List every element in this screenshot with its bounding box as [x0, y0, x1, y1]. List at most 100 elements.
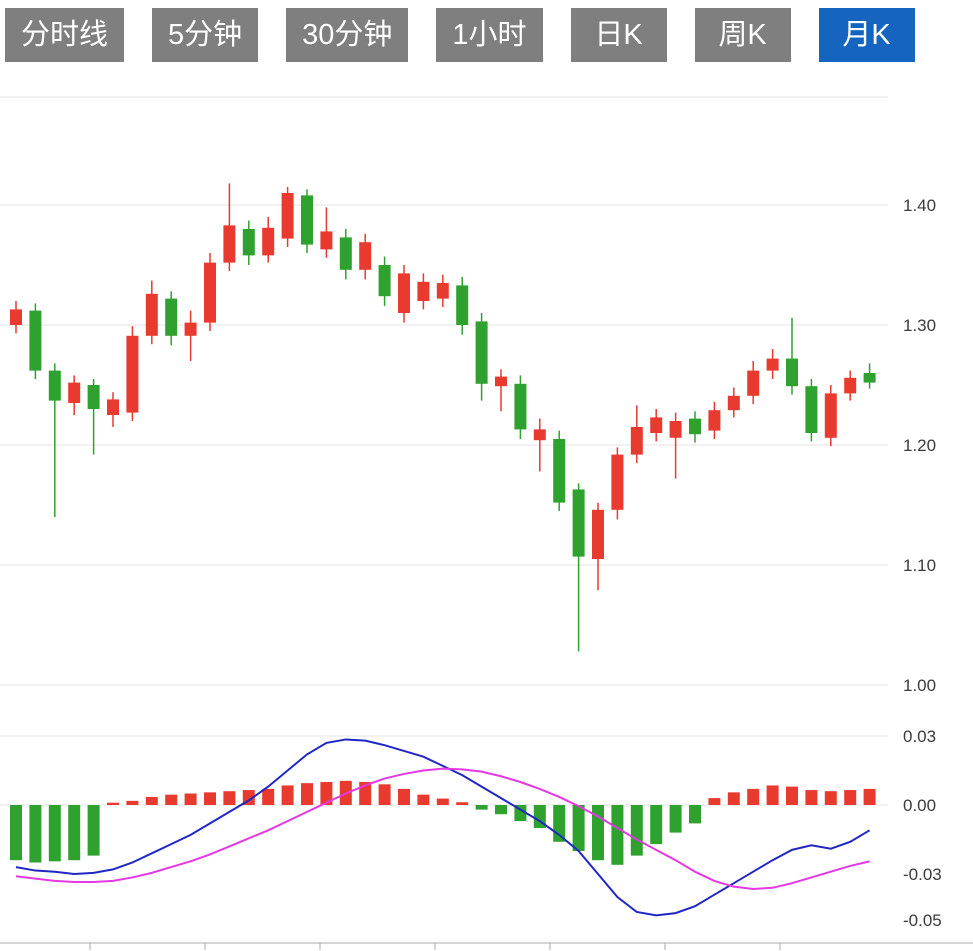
timeframe-tabbar: 分时线 5分钟 30分钟 1小时 日K 周K 月K [0, 0, 973, 70]
candle-body [126, 335, 139, 413]
macd-histogram-bar [165, 794, 178, 805]
tab-timeline[interactable]: 分时线 [5, 8, 125, 62]
candle-body [107, 399, 119, 415]
macd-histogram-bar [184, 793, 197, 805]
candle-body [242, 229, 255, 256]
tab-30min[interactable]: 30分钟 [286, 8, 409, 62]
candle-body [29, 310, 42, 371]
macd-histogram-bar [824, 791, 837, 805]
candle-body [630, 427, 643, 455]
dea-line [15, 767, 870, 890]
macd-histogram-bar [805, 790, 818, 805]
candle-body [378, 265, 391, 297]
macd-histogram-bar [456, 802, 469, 805]
candle-body [708, 410, 721, 431]
candle-body [766, 358, 779, 371]
candle-body [87, 385, 100, 409]
candle-body [553, 439, 566, 503]
candle-body [320, 231, 333, 250]
macd-histogram-bar [145, 796, 158, 805]
price-axis-label: 1.20 [903, 436, 936, 455]
candle-body [786, 358, 798, 387]
candle-body [689, 418, 701, 435]
candle-body [824, 393, 837, 438]
candle-body [456, 285, 469, 325]
candle-body [514, 383, 527, 430]
macd-histogram-bar [630, 805, 643, 856]
price-axis-label: 1.10 [903, 556, 936, 575]
macd-axis-label: 0.03 [903, 727, 936, 746]
candle-body [747, 370, 760, 396]
gridlines [0, 96, 973, 950]
candle-body [805, 386, 818, 433]
macd-histogram-bar [766, 785, 779, 805]
macd-histogram-bar [844, 790, 857, 805]
candle-body [572, 489, 585, 557]
candle-body [495, 376, 507, 387]
macd-histogram-bar [436, 798, 449, 805]
macd-histogram-bar [204, 792, 216, 805]
price-panel [10, 183, 876, 652]
macd-histogram-bar [572, 805, 585, 851]
candle-body [727, 395, 740, 411]
tab-5min[interactable]: 5分钟 [152, 8, 259, 62]
candle-body [165, 298, 178, 336]
macd-histogram-bar [553, 805, 566, 842]
tab-1hour[interactable]: 1小时 [436, 8, 543, 62]
macd-histogram-bar [29, 805, 42, 863]
tab-weekly-k[interactable]: 周K [694, 8, 791, 62]
macd-histogram-bar [262, 788, 275, 805]
macd-histogram-bar [747, 788, 760, 805]
macd-histogram-bar [611, 805, 624, 865]
macd-histogram-bar [126, 800, 139, 805]
macd-histogram-bar [475, 805, 488, 810]
macd-histogram-bar [107, 802, 119, 805]
price-axis-label: 1.40 [903, 196, 936, 215]
candle-body [669, 421, 682, 438]
macd-axis-label: -0.05 [903, 911, 942, 930]
macd-histogram-bar [10, 805, 22, 861]
macd-histogram-bar [68, 805, 81, 861]
candle-body [592, 509, 604, 559]
candle-body [68, 382, 81, 403]
macd-histogram-bar [650, 805, 663, 845]
candle-body [145, 293, 158, 336]
macd-histogram-bar [514, 805, 527, 822]
chart-svg[interactable]: 1.40 1.30 1.20 1.10 1.00 0.03 0.00 -0.03 -0.05 [0, 70, 973, 951]
candle-body [48, 370, 61, 401]
candle-body [650, 417, 663, 433]
macd-histogram-bar [495, 805, 507, 815]
macd-histogram-bar [223, 791, 236, 805]
price-axis-label: 1.00 [903, 676, 936, 695]
candle-body [863, 373, 876, 383]
macd-axis-label: 0.00 [903, 796, 936, 815]
candle-body [262, 227, 275, 256]
dif-line [15, 738, 871, 917]
macd-histogram-bar [417, 794, 430, 805]
tab-daily-k[interactable]: 日K [570, 8, 667, 62]
macd-axis-label: -0.03 [903, 865, 942, 884]
macd-histogram-bar [786, 786, 798, 805]
chart-area: 1.40 1.30 1.20 1.10 1.00 0.03 0.00 -0.03 -0.05 [0, 70, 973, 951]
macd-histogram-bar [669, 805, 682, 833]
candle-body [844, 377, 857, 394]
tab-monthly-k[interactable]: 月K [818, 8, 915, 62]
candle-body [184, 322, 197, 336]
candle-body [339, 237, 352, 270]
candle-body [223, 225, 236, 263]
candle-body [204, 262, 216, 323]
macd-histogram-bar [48, 805, 61, 862]
candle-body [359, 242, 372, 270]
macd-histogram-bar [301, 783, 313, 805]
candle-body [475, 321, 488, 384]
axis-labels: 1.40 1.30 1.20 1.10 1.00 0.03 0.00 -0.03 -0.05 [903, 196, 942, 930]
macd-histogram-bar [398, 788, 410, 805]
candle-body [398, 273, 410, 313]
candle-body [436, 283, 449, 299]
candle-body [417, 281, 430, 301]
macd-histogram-bar [320, 782, 333, 805]
macd-histogram-bar [281, 785, 294, 805]
candle-body [611, 454, 624, 510]
macd-histogram-bar [727, 792, 740, 805]
macd-histogram-bar [708, 798, 721, 805]
